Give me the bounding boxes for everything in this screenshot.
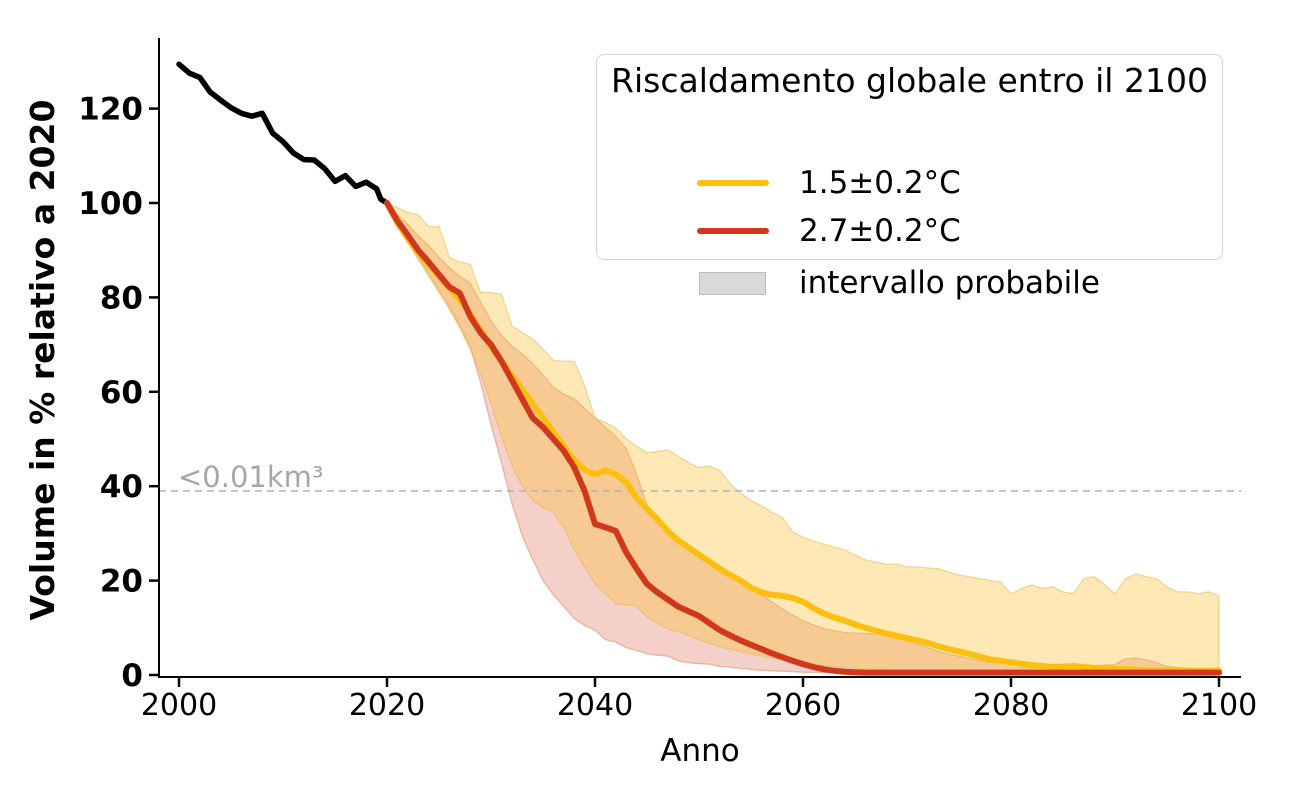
x-axis-title: Anno (660, 733, 740, 769)
legend-line-swatch-1p5c (697, 180, 769, 186)
y-tick-label: 60 (100, 375, 143, 411)
series-2p7c-line (384, 200, 1222, 676)
x-tick-label: 2080 (973, 688, 1049, 723)
y-tick-label: 100 (78, 186, 143, 222)
x-tick-label: 2040 (557, 688, 633, 723)
y-tick-label: 80 (100, 280, 143, 316)
series-historical-line (176, 61, 390, 206)
threshold-label: <0.01km³ (178, 460, 324, 494)
x-tick-label: 2100 (1181, 688, 1257, 723)
legend-line-swatch-2p7c (697, 228, 769, 234)
legend-patch-swatch-likely-range (699, 271, 766, 295)
x-tick-label: 2000 (141, 688, 217, 723)
legend-title: Riscaldamento globale entro il 2100 (611, 61, 1208, 100)
legend: Riscaldamento globale entro il 2100 1.5±… (596, 54, 1223, 301)
legend-label-1p5c: 1.5±0.2°C (799, 165, 961, 201)
y-tick-label: 20 (100, 564, 143, 600)
y-tick-label: 0 (121, 658, 143, 694)
series-1p5c-line (384, 200, 1222, 674)
legend-item-1p5c: 1.5±0.2°C (597, 158, 1222, 208)
legend-item-2p7c: 2.7±0.2°C (597, 206, 1222, 256)
legend-label-likely-range: intervallo probabile (799, 265, 1100, 301)
y-axis-title: Volume in % relativo a 2020 (23, 99, 62, 621)
x-tick-label: 2060 (765, 688, 841, 723)
x-tick-label: 2020 (349, 688, 425, 723)
legend-label-2p7c: 2.7±0.2°C (799, 213, 961, 249)
band-1p5c (386, 202, 1220, 674)
legend-item-likely-range: intervallo probabile (597, 258, 1222, 308)
y-tick-label: 120 (78, 92, 143, 128)
y-tick-label: 40 (100, 469, 143, 505)
